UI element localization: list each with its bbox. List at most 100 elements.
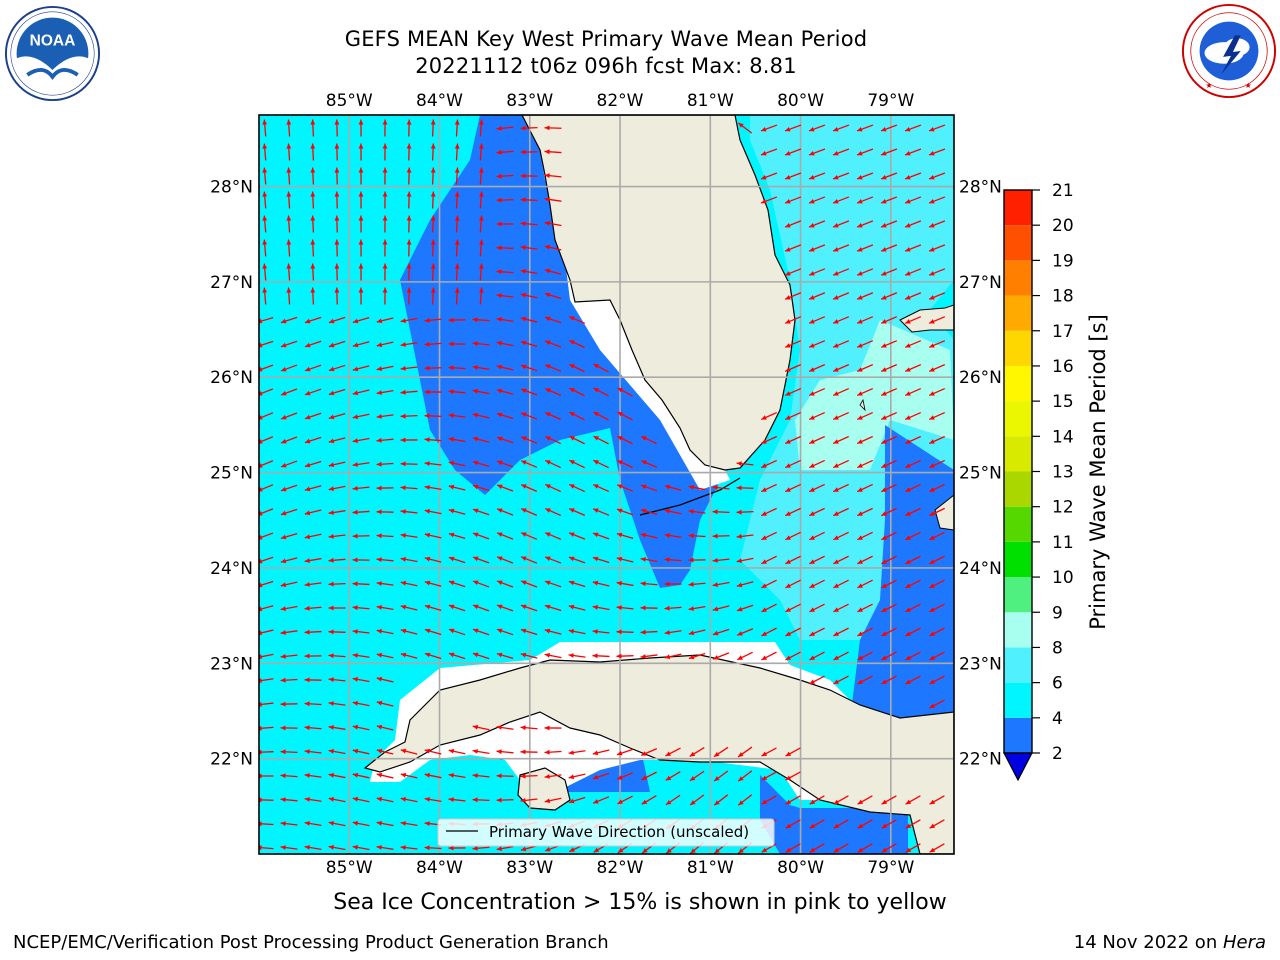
wave-direction-arrow xyxy=(472,484,490,492)
wave-direction-arrow xyxy=(400,772,418,779)
wave-direction-arrow xyxy=(520,652,538,659)
wave-direction-arrow xyxy=(857,483,873,493)
wave-direction-arrow xyxy=(454,287,460,305)
svg-text:★: ★ xyxy=(1245,81,1252,90)
wave-direction-arrow xyxy=(448,365,466,371)
colorbar-segment xyxy=(1004,506,1032,542)
wave-direction-arrow xyxy=(856,435,874,445)
wave-direction-arrow xyxy=(328,749,346,755)
wave-direction-arrow xyxy=(856,220,874,228)
wave-direction-arrow xyxy=(328,701,346,706)
wave-direction-arrow xyxy=(400,366,418,371)
wave-direction-arrow xyxy=(448,389,466,395)
wave-direction-arrow xyxy=(592,605,610,611)
colorbar-tick-label: 16 xyxy=(1052,357,1074,377)
wave-direction-arrow xyxy=(833,627,849,637)
wave-direction-arrow xyxy=(857,651,873,661)
wave-direction-arrow xyxy=(929,459,945,469)
wave-direction-arrow xyxy=(904,124,922,132)
lat-tick-right: 28°N xyxy=(959,178,1002,198)
wave-direction-arrow xyxy=(382,167,388,185)
lat-tick-left: 27°N xyxy=(210,273,253,293)
wave-direction-arrow xyxy=(544,604,562,612)
wave-direction-arrow xyxy=(593,459,609,469)
wave-direction-arrow xyxy=(569,435,585,445)
wave-direction-arrow xyxy=(928,124,946,132)
wave-direction-arrow xyxy=(328,773,346,779)
wave-direction-arrow xyxy=(832,435,850,445)
chart-subtitle: 20221112 t06z 096h fcst Max: 8.81 xyxy=(415,54,797,78)
wave-direction-arrow xyxy=(712,605,730,612)
wave-direction-arrow xyxy=(712,652,730,660)
wave-direction-arrow xyxy=(430,287,436,305)
wave-direction-arrow xyxy=(496,484,514,492)
colorbar-tick-label: 6 xyxy=(1052,674,1063,694)
colorbar-segment xyxy=(1004,717,1032,753)
wave-direction-arrow xyxy=(856,196,874,204)
wave-direction-arrow xyxy=(424,485,442,490)
wave-direction-arrow xyxy=(448,797,466,802)
wave-direction-arrow xyxy=(352,462,370,467)
wave-direction-arrow xyxy=(640,748,658,756)
wave-direction-arrow xyxy=(880,411,898,421)
wave-direction-arrow xyxy=(736,628,754,636)
wave-direction-arrow xyxy=(328,557,346,563)
wave-direction-arrow xyxy=(808,196,826,204)
wave-direction-arrow xyxy=(472,773,490,778)
wave-direction-arrow xyxy=(448,341,466,347)
wave-direction-arrow xyxy=(472,460,490,468)
wave-direction-arrow xyxy=(929,699,945,709)
wave-direction-arrow xyxy=(544,556,562,564)
wave-direction-arrow xyxy=(424,628,442,636)
wave-direction-arrow xyxy=(382,143,388,161)
wave-direction-arrow xyxy=(904,244,922,252)
wave-direction-arrow xyxy=(857,603,873,613)
wave-direction-arrow xyxy=(832,292,850,300)
wave-direction-arrow xyxy=(280,821,298,826)
colorbar-label: Primary Wave Mean Period [s] xyxy=(1086,314,1110,630)
wave-direction-arrow xyxy=(424,845,442,851)
wave-direction-arrow xyxy=(712,485,730,490)
wave-direction-arrow xyxy=(376,845,394,850)
wave-direction-arrow xyxy=(280,630,298,635)
wave-direction-arrow xyxy=(382,263,388,281)
colorbar-tick-label: 15 xyxy=(1052,392,1074,412)
wave-direction-arrow xyxy=(454,167,460,185)
wave-direction-arrow xyxy=(544,628,562,635)
wave-direction-arrow xyxy=(448,604,466,612)
wave-direction-arrow xyxy=(809,579,825,589)
wave-direction-arrow xyxy=(496,197,514,203)
wave-direction-arrow xyxy=(809,459,825,469)
wave-direction-arrow xyxy=(712,628,730,636)
wave-direction-arrow xyxy=(280,532,298,540)
colorbar-tick-label: 14 xyxy=(1052,427,1074,447)
wave-direction-arrow xyxy=(304,701,322,707)
wave-direction-arrow xyxy=(880,340,898,348)
wave-direction-arrow xyxy=(424,556,442,563)
wave-direction-arrow xyxy=(737,122,753,134)
wave-direction-arrow xyxy=(424,318,442,323)
wave-direction-arrow xyxy=(352,413,370,420)
wave-direction-arrow xyxy=(617,435,633,445)
wave-direction-arrow xyxy=(568,629,586,635)
colorbar-tick-label: 10 xyxy=(1052,568,1074,588)
wave-direction-arrow xyxy=(376,748,394,755)
wave-direction-arrow xyxy=(352,509,370,515)
wave-direction-arrow xyxy=(929,651,945,661)
wave-direction-arrow xyxy=(424,509,442,515)
wave-direction-arrow xyxy=(496,149,514,155)
wave-direction-arrow xyxy=(520,436,538,444)
wave-direction-arrow xyxy=(808,172,826,180)
wave-period-field-2-4-gulf xyxy=(400,115,718,588)
wave-direction-arrow xyxy=(880,387,898,397)
wave-direction-arrow xyxy=(520,798,538,803)
wave-direction-arrow xyxy=(430,215,436,233)
wave-direction-arrow xyxy=(400,342,418,347)
wave-direction-arrow xyxy=(544,580,562,588)
wave-direction-arrow xyxy=(304,749,322,754)
wave-direction-arrow xyxy=(880,268,898,276)
wave-direction-arrow xyxy=(328,510,346,515)
wave-direction-arrow xyxy=(430,263,436,281)
wave-direction-arrow xyxy=(400,533,418,538)
wave-direction-arrow xyxy=(496,341,514,347)
